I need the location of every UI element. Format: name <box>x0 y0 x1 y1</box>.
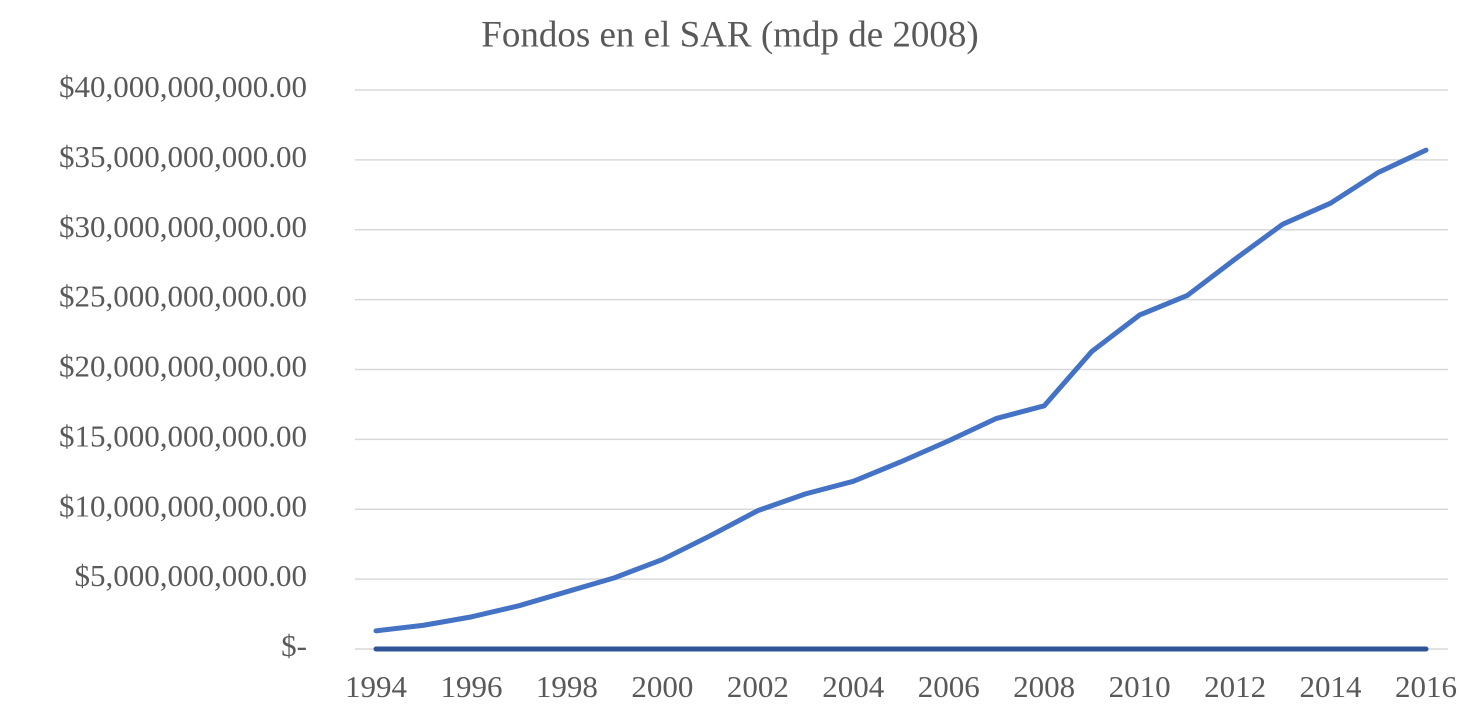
x-tick-label: 2002 <box>727 669 789 704</box>
y-tick-label: $20,000,000,000.00 <box>59 349 307 384</box>
y-tick-label: $10,000,000,000.00 <box>59 488 307 523</box>
x-tick-label: 2008 <box>1013 669 1075 704</box>
y-tick-label: $25,000,000,000.00 <box>59 279 307 314</box>
x-tick-label: 2010 <box>1109 669 1171 704</box>
x-tick-label: 2000 <box>631 669 693 704</box>
x-tick-label: 2004 <box>822 669 885 704</box>
series-line <box>373 147 1429 634</box>
x-tick-label: 1994 <box>345 669 408 704</box>
chart-title: Fondos en el SAR (mdp de 2008) <box>481 14 978 55</box>
x-tick-label: 2006 <box>918 669 980 704</box>
y-tick-label: $5,000,000,000.00 <box>75 558 308 593</box>
y-tick-label: $15,000,000,000.00 <box>59 418 307 453</box>
x-tick-label: 1996 <box>440 669 502 704</box>
x-tick-label: 2014 <box>1300 669 1363 704</box>
y-tick-label: $35,000,000,000.00 <box>59 139 307 174</box>
x-tick-label: 2012 <box>1204 669 1266 704</box>
y-tick-label: $30,000,000,000.00 <box>59 209 307 244</box>
y-tick-label: $- <box>281 628 307 663</box>
y-tick-label: $40,000,000,000.00 <box>59 69 307 104</box>
x-tick-label: 2016 <box>1395 669 1457 704</box>
x-tick-label: 1998 <box>536 669 598 704</box>
